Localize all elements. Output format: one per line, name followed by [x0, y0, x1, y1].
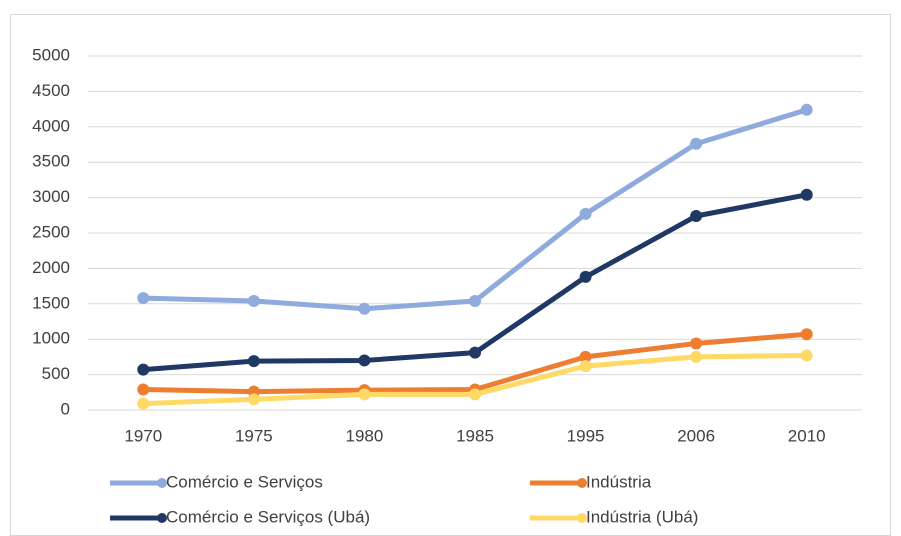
- point: [800, 328, 813, 341]
- legend-label: Comércio e Serviços (Ubá): [166, 507, 370, 526]
- legend-marker: [157, 513, 167, 523]
- point: [247, 355, 260, 368]
- point: [800, 188, 813, 201]
- point: [579, 360, 592, 373]
- point: [358, 388, 371, 401]
- point: [469, 346, 481, 359]
- x-tick-label: 1995: [567, 426, 605, 445]
- point: [690, 137, 703, 150]
- point: [247, 294, 260, 307]
- point: [690, 350, 703, 363]
- legend-label: Comércio e Serviços: [166, 472, 323, 491]
- legend-marker: [577, 478, 587, 488]
- point: [690, 210, 703, 223]
- point: [358, 302, 371, 315]
- point: [800, 349, 813, 362]
- point: [137, 383, 150, 396]
- point: [800, 103, 813, 116]
- x-tick-label: 2010: [788, 426, 826, 445]
- point: [469, 294, 481, 307]
- legend-label: Indústria (Ubá): [586, 507, 698, 526]
- point: [137, 363, 150, 376]
- point: [579, 207, 592, 220]
- point: [247, 393, 260, 406]
- x-tick-label: 1985: [456, 426, 494, 445]
- y-tick-label: 4000: [32, 116, 70, 135]
- x-tick-label: 1970: [124, 426, 162, 445]
- y-tick-label: 1000: [32, 329, 70, 348]
- point: [137, 292, 150, 305]
- x-tick-label: 1975: [235, 426, 273, 445]
- y-tick-label: 1500: [32, 293, 70, 312]
- legend-label: Indústria: [586, 472, 652, 491]
- x-tick-label: 1980: [346, 426, 384, 445]
- y-tick-label: 500: [42, 364, 70, 383]
- y-tick-label: 0: [61, 399, 70, 418]
- chart-frame: [10, 14, 891, 536]
- point: [469, 388, 481, 401]
- point: [579, 270, 592, 283]
- point: [358, 354, 371, 367]
- x-tick-label: 2006: [677, 426, 715, 445]
- y-tick-label: 4500: [32, 81, 70, 100]
- y-tick-label: 2500: [32, 222, 70, 241]
- y-tick-label: 2000: [32, 258, 70, 277]
- y-tick-label: 3500: [32, 152, 70, 171]
- legend-marker: [157, 478, 167, 488]
- point: [690, 337, 703, 350]
- y-tick-label: 5000: [32, 45, 70, 64]
- legend-marker: [577, 513, 587, 523]
- point: [137, 397, 150, 410]
- y-tick-label: 3000: [32, 187, 70, 206]
- point: [579, 350, 592, 363]
